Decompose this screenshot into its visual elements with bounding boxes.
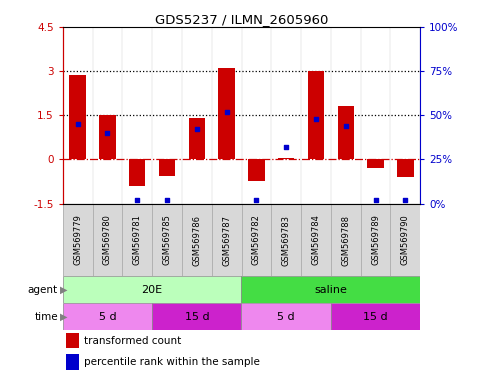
Text: 5 d: 5 d xyxy=(99,312,116,322)
Text: transformed count: transformed count xyxy=(84,336,182,346)
FancyBboxPatch shape xyxy=(331,204,361,276)
FancyBboxPatch shape xyxy=(93,204,122,276)
Text: ▶: ▶ xyxy=(60,312,68,322)
Point xyxy=(372,197,380,203)
Bar xyxy=(63,303,152,330)
Bar xyxy=(308,71,324,159)
Text: 20E: 20E xyxy=(142,285,163,295)
Point xyxy=(74,121,82,127)
Text: GSM569784: GSM569784 xyxy=(312,215,320,265)
Text: GSM569780: GSM569780 xyxy=(103,215,112,265)
Bar xyxy=(70,76,86,159)
Bar xyxy=(368,159,384,168)
Bar xyxy=(99,115,115,159)
Title: GDS5237 / ILMN_2605960: GDS5237 / ILMN_2605960 xyxy=(155,13,328,26)
Bar xyxy=(63,276,242,303)
Bar xyxy=(129,159,145,186)
Text: GSM569785: GSM569785 xyxy=(163,215,171,265)
Text: 15 d: 15 d xyxy=(363,312,388,322)
Point xyxy=(282,144,290,150)
Text: ▶: ▶ xyxy=(60,285,68,295)
Text: GSM569787: GSM569787 xyxy=(222,215,231,265)
Text: percentile rank within the sample: percentile rank within the sample xyxy=(84,357,260,367)
Text: GSM569782: GSM569782 xyxy=(252,215,261,265)
Text: GSM569789: GSM569789 xyxy=(371,215,380,265)
Text: GSM569781: GSM569781 xyxy=(133,215,142,265)
Bar xyxy=(189,118,205,159)
Bar xyxy=(331,303,420,330)
Point xyxy=(104,130,112,136)
FancyBboxPatch shape xyxy=(63,204,93,276)
FancyBboxPatch shape xyxy=(152,204,182,276)
Bar xyxy=(248,159,265,182)
Bar xyxy=(242,276,420,303)
FancyBboxPatch shape xyxy=(301,204,331,276)
FancyBboxPatch shape xyxy=(361,204,390,276)
FancyBboxPatch shape xyxy=(271,204,301,276)
Point xyxy=(133,197,141,203)
Point xyxy=(342,123,350,129)
Text: GSM569788: GSM569788 xyxy=(341,215,350,265)
Bar xyxy=(338,106,354,159)
Text: saline: saline xyxy=(314,285,347,295)
Bar xyxy=(278,158,294,159)
Point xyxy=(401,197,409,203)
Text: GSM569790: GSM569790 xyxy=(401,215,410,265)
Text: 15 d: 15 d xyxy=(185,312,209,322)
FancyBboxPatch shape xyxy=(212,204,242,276)
Point xyxy=(223,109,230,115)
Point xyxy=(253,197,260,203)
Text: GSM569786: GSM569786 xyxy=(192,215,201,265)
Text: time: time xyxy=(34,312,58,322)
Text: GSM569783: GSM569783 xyxy=(282,215,291,265)
Bar xyxy=(218,68,235,159)
Text: 5 d: 5 d xyxy=(277,312,295,322)
FancyBboxPatch shape xyxy=(182,204,212,276)
Point xyxy=(312,116,320,122)
Point xyxy=(163,197,171,203)
Bar xyxy=(66,333,79,348)
FancyBboxPatch shape xyxy=(122,204,152,276)
Text: agent: agent xyxy=(28,285,58,295)
FancyBboxPatch shape xyxy=(242,204,271,276)
Bar xyxy=(152,303,242,330)
FancyBboxPatch shape xyxy=(390,204,420,276)
Point xyxy=(193,126,201,132)
Text: GSM569779: GSM569779 xyxy=(73,215,82,265)
Bar xyxy=(159,159,175,175)
Bar xyxy=(242,303,331,330)
Bar xyxy=(397,159,413,177)
Bar xyxy=(66,354,79,369)
